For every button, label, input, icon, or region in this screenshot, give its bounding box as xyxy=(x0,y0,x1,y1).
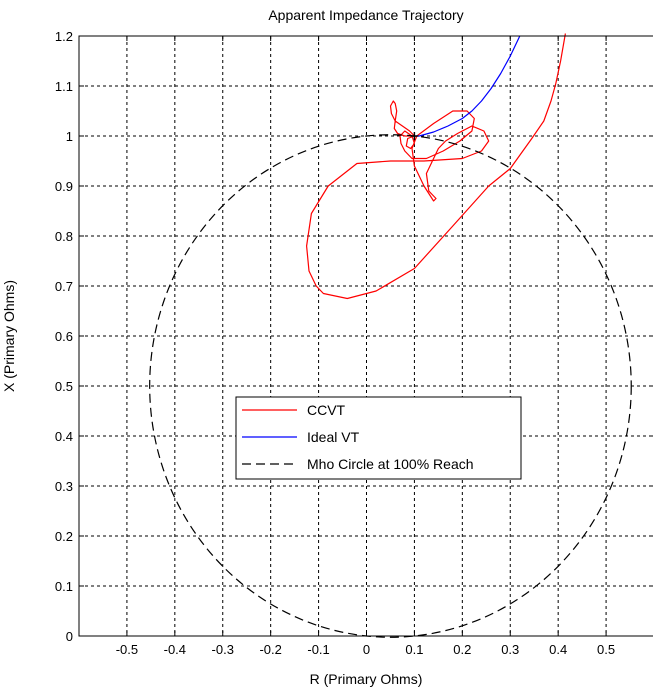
series-ccvt xyxy=(306,33,566,300)
legend-box xyxy=(235,396,522,480)
y-tick-label: 0.1 xyxy=(55,579,73,594)
y-tick-label: 0.7 xyxy=(55,279,73,294)
y-axis-label: X (Primary Ohms) xyxy=(1,280,17,392)
legend-label-mho-circle: Mho Circle at 100% Reach xyxy=(307,456,474,472)
grid-lines xyxy=(79,35,653,637)
y-tick-label: 1.2 xyxy=(55,29,73,44)
x-tick-label: 0.3 xyxy=(501,642,519,657)
y-tick-label: 0.5 xyxy=(55,379,73,394)
chart-title: Apparent Impedance Trajectory xyxy=(268,7,463,23)
series-layer xyxy=(149,33,632,638)
y-tick-label: 0.8 xyxy=(55,229,73,244)
x-tick-label: 0.2 xyxy=(453,642,471,657)
legend-label-ideal-vt: Ideal VT xyxy=(307,429,360,445)
legend-label-ccvt: CCVT xyxy=(307,402,346,418)
x-tick-label: 0.5 xyxy=(597,642,615,657)
y-tick-label: 1 xyxy=(66,129,73,144)
x-tick-label: 0 xyxy=(363,642,370,657)
y-tick-label: 0 xyxy=(66,629,73,644)
x-tick-label: 0.1 xyxy=(405,642,423,657)
series-ideal-vt xyxy=(414,35,521,137)
x-tick-label: -0.3 xyxy=(212,642,234,657)
y-tick-label: 0.3 xyxy=(55,479,73,494)
x-axis-label: R (Primary Ohms) xyxy=(310,671,423,687)
x-tick-label: 0.4 xyxy=(549,642,567,657)
series-mho-circle-at-100-reach xyxy=(149,134,632,638)
y-tick-label: 0.4 xyxy=(55,429,73,444)
legend: CCVT Ideal VT Mho Circle at 100% Reach xyxy=(235,396,522,480)
y-tick-label: 1.1 xyxy=(55,79,73,94)
y-tick-label: 0.2 xyxy=(55,529,73,544)
x-tick-label: -0.4 xyxy=(164,642,186,657)
x-tick-label: -0.1 xyxy=(307,642,329,657)
x-tick-label: -0.5 xyxy=(116,642,138,657)
tick-layer: -0.5 -0.4 -0.3 -0.2 -0.1 0 0.1 0.2 0.3 0.4 0.5 0 0.1… xyxy=(55,29,653,657)
x-tick-label: -0.2 xyxy=(259,642,281,657)
y-tick-label: 0.9 xyxy=(55,179,73,194)
y-tick-label: 0.6 xyxy=(55,329,73,344)
